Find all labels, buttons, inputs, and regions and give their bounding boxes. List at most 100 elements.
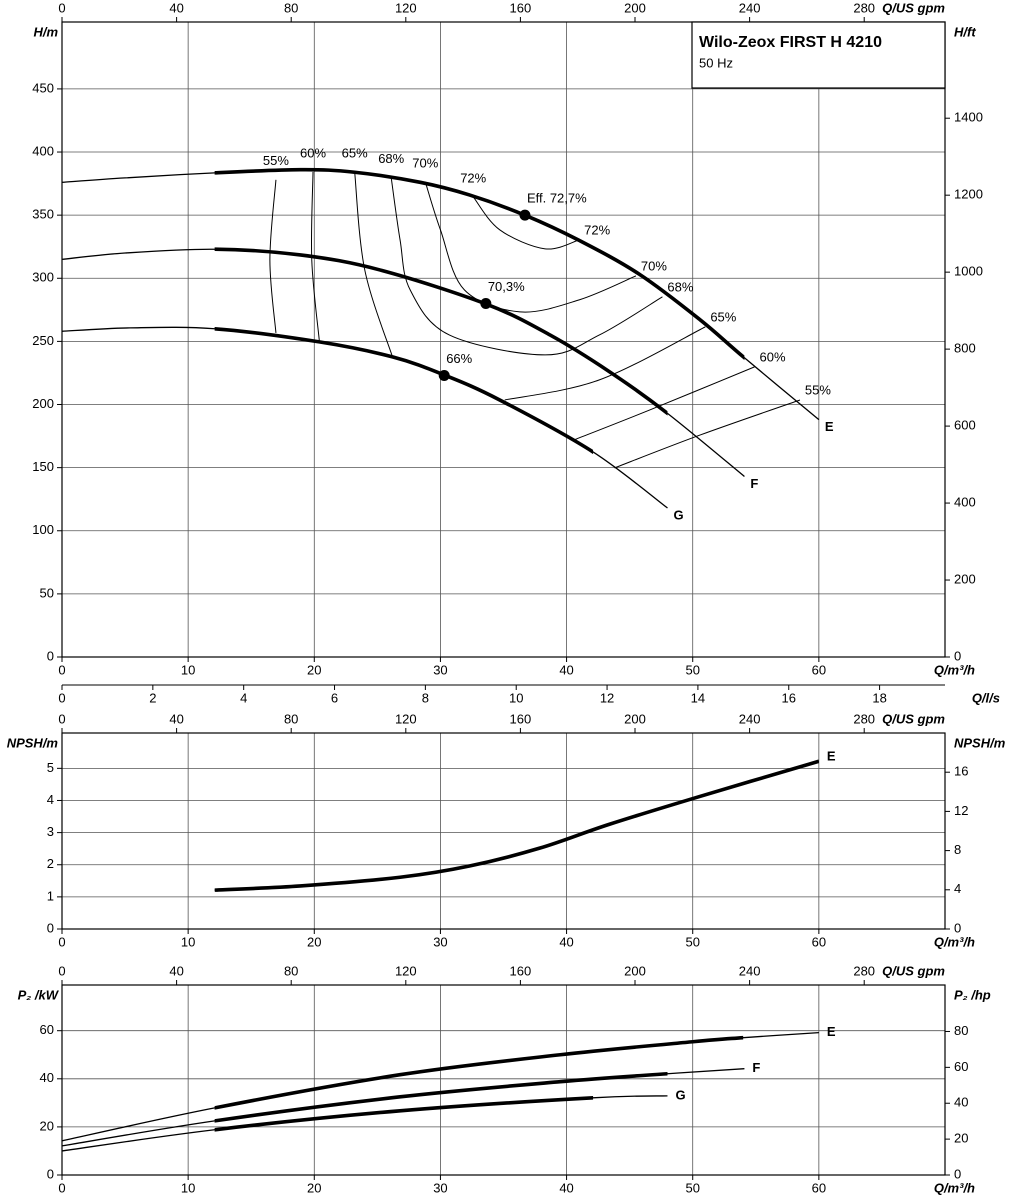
x2-tick-label: 280 [853, 711, 875, 726]
x2-axis-label: Q/US gpm [882, 0, 945, 15]
x-tick-label: 60 [812, 934, 826, 949]
y-tick-label: 0 [47, 920, 54, 935]
curve [61, 1068, 745, 1147]
x2-tick-label: 240 [739, 963, 761, 978]
x3-tick-label: 10 [509, 690, 523, 705]
curve-operating [214, 1095, 594, 1132]
y-tick-label: 40 [40, 1070, 54, 1085]
y2-tick-label: 1000 [954, 264, 983, 279]
x-tick-label: 40 [559, 934, 573, 949]
y2-tick-label: 0 [954, 920, 961, 935]
curve-label: E [827, 1024, 836, 1039]
efficiency-line [573, 366, 755, 441]
efficiency-label: 65% [342, 145, 368, 160]
efficiency-label: 55% [263, 153, 289, 168]
x-tick-label: 20 [307, 662, 321, 677]
curve [214, 760, 820, 891]
title-box [691, 21, 946, 89]
y-tick-label: 4 [47, 792, 54, 807]
x2-tick-label: 240 [739, 711, 761, 726]
x-tick-label: 20 [307, 934, 321, 949]
x2-tick-label: 120 [395, 711, 417, 726]
curve-label: E [827, 749, 836, 764]
y-tick-label: 3 [47, 824, 54, 839]
y-axis-label: H/m [33, 24, 58, 39]
y2-tick-label: 800 [954, 341, 976, 356]
efficiency-line [472, 196, 580, 250]
curve-operating [214, 247, 668, 416]
x2-tick-label: 160 [510, 963, 532, 978]
curve-operating [214, 326, 594, 455]
y2-tick-label: 1400 [954, 110, 983, 125]
x-tick-label: 0 [58, 662, 65, 677]
x-axis-label: Q/m³/h [934, 1180, 975, 1195]
y-tick-label: 2 [47, 856, 54, 871]
x2-tick-label: 280 [853, 963, 875, 978]
y-tick-label: 150 [32, 459, 54, 474]
x2-tick-label: 80 [284, 711, 298, 726]
chart-subtitle: 50 Hz [699, 55, 733, 70]
efficiency-label: 60% [300, 145, 326, 160]
x2-tick-label: 200 [624, 963, 646, 978]
x2-tick-label: 40 [169, 963, 183, 978]
x-tick-label: 50 [685, 934, 699, 949]
x-tick-label: 50 [685, 1180, 699, 1195]
x2-tick-label: 120 [395, 0, 417, 15]
x-tick-label: 20 [307, 1180, 321, 1195]
x3-tick-label: 12 [600, 690, 614, 705]
y-tick-label: 250 [32, 333, 54, 348]
x3-tick-label: 18 [872, 690, 886, 705]
efficiency-label: 68% [378, 151, 404, 166]
x2-tick-label: 160 [510, 0, 532, 15]
plot-frame [61, 984, 946, 1176]
y2-tick-label: 8 [954, 842, 961, 857]
x2-tick-label: 80 [284, 0, 298, 15]
x-axis-label: Q/m³/h [934, 662, 975, 677]
x-tick-label: 30 [433, 1180, 447, 1195]
y-tick-label: 0 [47, 1166, 54, 1181]
x-tick-label: 60 [812, 662, 826, 677]
y2-tick-label: 1200 [954, 187, 983, 202]
x2-tick-label: 0 [58, 0, 65, 15]
x2-axis-label: Q/US gpm [882, 711, 945, 726]
y2-tick-label: 0 [954, 648, 961, 663]
y-tick-label: 200 [32, 396, 54, 411]
y-axis-label: NPSH/m [7, 735, 59, 750]
curve-operating [214, 1071, 668, 1123]
curve-label: E [825, 419, 834, 434]
curve-operating [214, 167, 745, 361]
curve-operating [214, 759, 819, 892]
x3-tick-label: 0 [58, 690, 65, 705]
x2-tick-label: 80 [284, 963, 298, 978]
x-tick-label: 10 [181, 1180, 195, 1195]
x2-tick-label: 200 [624, 0, 646, 15]
x2-tick-label: 0 [58, 711, 65, 726]
y2-axis-label: NPSH/m [954, 735, 1006, 750]
y-tick-label: 300 [32, 270, 54, 285]
duty-point [480, 298, 492, 310]
efficiency-label: 72% [460, 170, 486, 185]
efficiency-line [310, 171, 320, 341]
y-tick-label: 450 [32, 80, 54, 95]
y2-tick-label: 16 [954, 764, 968, 779]
x3-tick-label: 8 [422, 690, 429, 705]
x-tick-label: 10 [181, 934, 195, 949]
x-tick-label: 40 [559, 1180, 573, 1195]
curve-operating [214, 1035, 744, 1110]
efficiency-label: 70% [641, 258, 667, 273]
curve [61, 1095, 668, 1152]
x3-tick-label: 6 [331, 690, 338, 705]
efficiency-line [614, 399, 801, 469]
duty-point-label: 70,3% [488, 279, 525, 294]
y-tick-label: 60 [40, 1022, 54, 1037]
y-tick-label: 0 [47, 648, 54, 663]
curve-label: F [750, 476, 758, 491]
y2-tick-label: 20 [954, 1131, 968, 1146]
efficiency-line [354, 171, 393, 358]
curve [61, 326, 668, 509]
y2-tick-label: 80 [954, 1023, 968, 1038]
x-tick-label: 0 [58, 934, 65, 949]
efficiency-line [269, 179, 277, 333]
